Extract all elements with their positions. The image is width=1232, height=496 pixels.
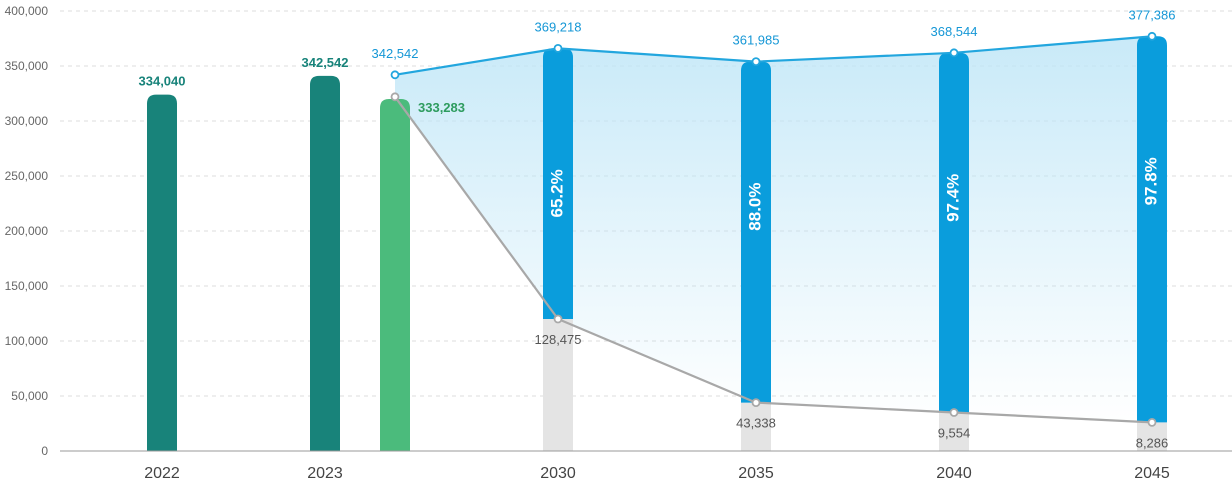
actual-value-label: 342,542 [302,55,349,70]
y-tick-label: 250,000 [5,169,49,183]
actual-value-label: 334,040 [139,74,186,89]
total-value-label: 342,542 [372,46,419,61]
blue-bar-2045 [1137,36,1167,423]
y-tick-label: 0 [41,444,48,458]
grey-point [751,398,761,408]
total-point [553,44,563,53]
blue-bar-2040 [939,52,969,413]
x-tick-label: 2023 [307,465,343,482]
grey-bar-2040 [939,412,969,451]
y-tick-label: 100,000 [5,334,49,348]
total-area-fill [395,36,1152,423]
y-tick-label: 400,000 [5,4,49,18]
labels: 334,040 342,542 333,283 342,542 369,218 361,9… [139,7,1176,450]
blue-bar-2035 [741,61,771,403]
grey-bar-2030 [543,319,573,451]
share-percent-label: 97.4% [943,174,962,222]
x-tick-label: 2030 [540,465,576,482]
total-point [1147,31,1157,41]
total-point [751,57,761,66]
x-tick-label: 2022 [144,465,180,482]
grey-bar-2045 [1137,422,1167,451]
actual-bar-2023 [310,75,340,452]
grey-value-label: 43,338 [736,416,776,431]
share-percent-label: 97.8% [1141,157,1160,205]
total-point [949,48,959,58]
total-point [390,70,400,80]
share-percent-label: 65.2% [547,169,566,217]
lines [390,31,1157,427]
blue-bar-2030 [543,48,573,320]
grey-value-label: 8,286 [1136,435,1169,450]
axes: 2022 2023 2030 2035 2040 2045 [60,450,1232,482]
share-percent-label: 88.0% [745,182,764,230]
grey-point [553,314,563,324]
total-value-label: 369,218 [535,19,582,34]
actual-bar-2022 [147,94,177,451]
total-area [395,36,1152,423]
projected-bar-2023 [380,99,410,451]
total-value-label: 361,985 [733,33,780,48]
x-tick-label: 2040 [936,465,972,482]
x-tick-label: 2035 [738,465,774,482]
y-tick-label: 350,000 [5,59,49,73]
grey-point [1147,417,1157,427]
y-tick-label: 150,000 [5,279,49,293]
total-value-label: 368,544 [931,24,978,39]
grey-bar-2035 [741,402,771,451]
grey-point [390,92,400,102]
y-tick-label: 50,000 [11,389,48,403]
projected-value-label: 333,283 [418,100,465,115]
grid: 0 50,000 100,000 150,000 200,000 250,000 300,0… [5,4,1232,458]
bars [147,36,1167,452]
grey-point [949,408,959,417]
total-value-label: 377,386 [1129,7,1176,22]
y-tick-label: 200,000 [5,224,49,238]
grey-value-label: 128,475 [535,332,582,347]
grey-value-label: 9,554 [938,426,971,441]
x-tick-label: 2045 [1134,465,1170,482]
y-tick-label: 300,000 [5,114,49,128]
